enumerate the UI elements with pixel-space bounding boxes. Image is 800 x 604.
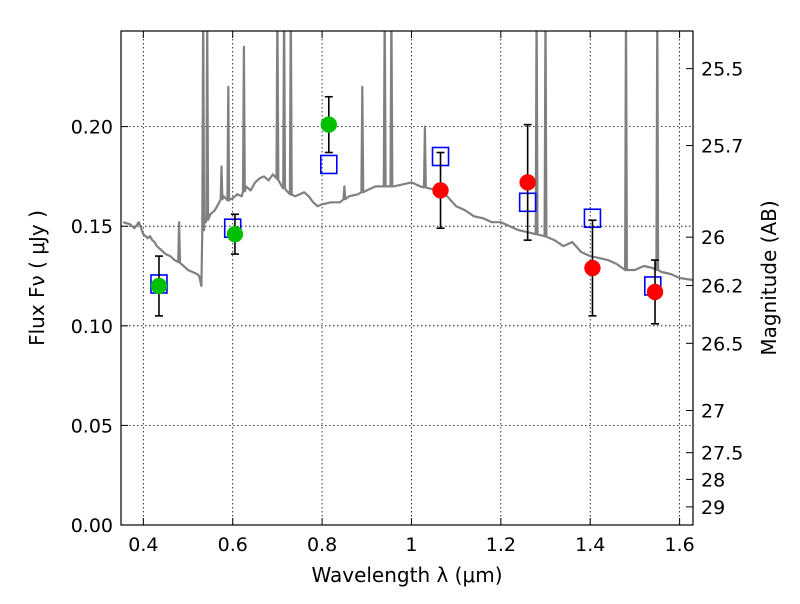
y2-tick-label: 26.5 bbox=[701, 333, 743, 355]
y2-tick-label: 27 bbox=[701, 400, 725, 422]
y-tick-label: 0.00 bbox=[71, 515, 113, 537]
x-tick-label: 0.8 bbox=[307, 534, 337, 556]
observed-flux-point bbox=[150, 277, 168, 295]
y2-tick-label: 26 bbox=[701, 227, 725, 249]
x-axis-label: Wavelength λ (μm) bbox=[311, 563, 502, 587]
model-photometry-square bbox=[319, 154, 338, 175]
y-tick-label: 0.05 bbox=[71, 415, 113, 437]
y2-tick-label: 27.5 bbox=[701, 443, 743, 465]
secondary-y-axis: 25.5 25.7 26 26.2 26.5 27 27.5 28 29 bbox=[686, 59, 743, 519]
x-tick-label: 1.2 bbox=[486, 534, 516, 556]
plot-frame bbox=[120, 30, 694, 526]
observed-flux-point bbox=[646, 283, 664, 301]
y-tick-label: 0.15 bbox=[71, 216, 113, 238]
observed-flux-point bbox=[519, 174, 536, 191]
y2-tick-label: 25.5 bbox=[701, 59, 743, 81]
y2-tick-label: 26.2 bbox=[701, 276, 743, 298]
secondary-y-axis-label: Magnitude (AB) bbox=[757, 200, 781, 355]
x-tick-label: 1.6 bbox=[664, 534, 694, 556]
y2-tick-label: 29 bbox=[701, 497, 725, 519]
y-tick-label: 0.20 bbox=[71, 117, 113, 139]
y2-tick-label: 28 bbox=[701, 469, 725, 491]
y-tick-label: 0.10 bbox=[71, 316, 113, 338]
x-axis: 0.4 0.6 0.8 1 1.2 1.4 1.6 bbox=[128, 31, 695, 556]
y-axis-label: Flux Fν ( μJy ) bbox=[25, 210, 49, 346]
x-tick-label: 0.6 bbox=[218, 534, 248, 556]
x-tick-label: 1 bbox=[405, 534, 417, 556]
observed-flux-point bbox=[226, 225, 244, 243]
x-tick-label: 1.4 bbox=[575, 534, 605, 556]
observed-flux-point bbox=[432, 182, 449, 199]
markers-layer bbox=[150, 95, 664, 325]
spectrum-layer bbox=[122, 31, 693, 288]
y2-tick-label: 25.7 bbox=[701, 136, 743, 158]
y-axis: 0.00 0.05 0.10 0.15 0.20 bbox=[71, 117, 128, 537]
observed-flux-point bbox=[320, 116, 338, 133]
x-tick-label: 0.4 bbox=[128, 534, 158, 556]
spectrum-line bbox=[122, 31, 693, 288]
observed-flux-point bbox=[584, 259, 601, 277]
plot-background bbox=[121, 31, 693, 525]
